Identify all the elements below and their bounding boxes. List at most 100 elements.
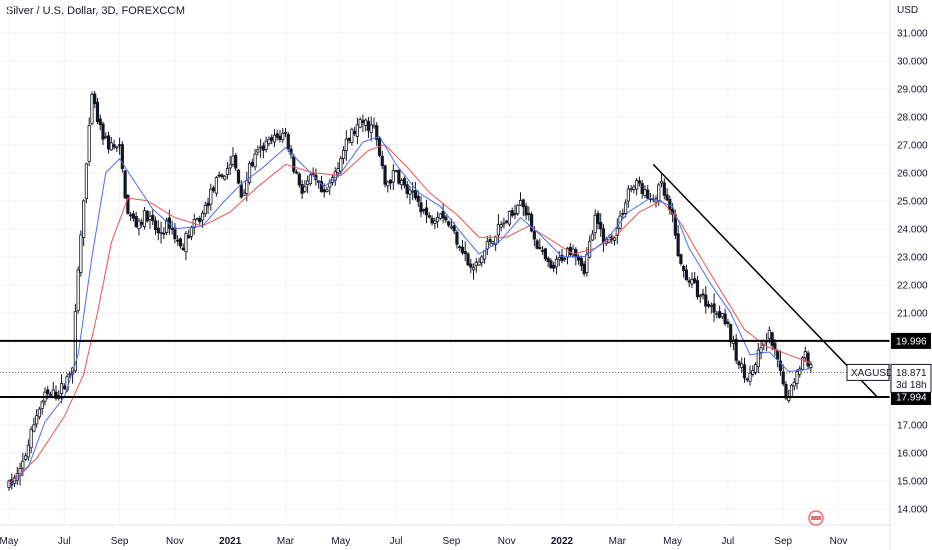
tag-bg: [891, 388, 931, 405]
last-price-value: 18.871: [896, 368, 927, 379]
support-price-tag: 17.994: [891, 388, 931, 405]
candle-body: [369, 124, 373, 133]
candle-body: [234, 154, 238, 169]
candle-body: [115, 146, 119, 149]
candle-body: [328, 182, 332, 188]
candle-body: [236, 169, 241, 184]
y-tick-label: 27.000: [897, 140, 928, 151]
ema-fast-line: [8, 135, 811, 487]
tag-value: 19.996: [896, 336, 927, 347]
candle-body: [200, 212, 205, 221]
candle-body: [106, 135, 111, 150]
y-tick-label: 30.000: [897, 56, 928, 67]
candle-body: [637, 180, 642, 184]
candle-body: [693, 278, 697, 283]
candle-body: [151, 214, 155, 222]
candle-body: [261, 145, 265, 151]
x-tick-label: Mar: [277, 536, 295, 547]
candle-body: [435, 217, 440, 222]
candle-body: [690, 279, 694, 285]
candle-body: [209, 188, 213, 205]
candle-body: [40, 401, 44, 409]
candle-body: [458, 246, 462, 249]
candle-body: [214, 177, 218, 194]
y-tick-label: 31.000: [897, 28, 928, 39]
candle-body: [380, 155, 384, 167]
candle-body: [430, 217, 434, 224]
candle-body: [35, 415, 39, 425]
candle-body: [433, 220, 437, 224]
candle-body: [726, 321, 730, 325]
candle-body: [778, 360, 783, 371]
candle-body: [753, 363, 758, 373]
candle-body: [361, 120, 365, 124]
candle-body: [770, 332, 774, 346]
candle-body: [253, 153, 257, 168]
candle-body: [347, 138, 351, 141]
candle-body: [278, 135, 282, 141]
candle-body: [560, 254, 564, 262]
candle-body: [505, 220, 509, 223]
y-tick-label: 25.000: [897, 196, 928, 207]
candle-body: [101, 123, 105, 140]
candle-body: [488, 239, 492, 242]
candle-body: [220, 174, 224, 178]
candle-body: [687, 280, 691, 283]
candle-body: [496, 224, 501, 236]
y-tick-label: 28.000: [897, 112, 928, 123]
candle-body: [308, 174, 312, 185]
candle-body: [720, 313, 724, 318]
candle-body: [582, 263, 586, 275]
x-tick-label: Jul: [58, 536, 71, 547]
candle-body: [789, 384, 794, 398]
candle-body: [615, 227, 619, 236]
price-axis: 31.000 30.000 29.000 28.000 27.000 26.000 25.0…: [897, 28, 928, 515]
candle-body: [767, 329, 771, 340]
candle-body: [344, 138, 348, 151]
candle-body: [109, 142, 113, 151]
symbol-label: XAGUSD: [851, 368, 893, 379]
x-tick-label: Sep: [774, 536, 792, 547]
resistance-price-tag: 19.996: [891, 332, 931, 349]
y-tick-label: 24.000: [897, 224, 928, 235]
candle-body: [297, 173, 301, 186]
candle-body: [131, 213, 136, 219]
chart-title: Silver / U.S. Dollar, 3D, FOREXCOM: [6, 5, 186, 17]
grid: [0, 0, 895, 525]
candle-body: [159, 231, 163, 234]
candle-body: [734, 339, 738, 361]
candle-body: [187, 235, 191, 239]
candle-body: [195, 218, 199, 221]
candle-body: [142, 210, 147, 228]
drawings: [0, 163, 890, 398]
candle-body: [118, 144, 122, 147]
candle-body: [51, 389, 55, 397]
candle-body: [632, 186, 636, 190]
candle-body: [153, 220, 158, 230]
candle-body: [449, 226, 454, 229]
candle-body: [123, 170, 127, 199]
candle-body: [37, 408, 42, 418]
candle-body: [756, 349, 760, 367]
candles: [7, 90, 813, 491]
candle-body: [408, 189, 412, 195]
candle-body: [375, 125, 379, 140]
candle-body: [712, 303, 716, 313]
candle-body: [665, 194, 669, 201]
candle-body: [546, 257, 550, 262]
moving-averages: [8, 135, 812, 487]
candle-body: [629, 188, 633, 191]
candle-body: [170, 228, 174, 230]
candle-body: [250, 161, 254, 167]
candle-body: [303, 186, 307, 192]
candle-body: [355, 124, 359, 137]
candle-body: [695, 280, 700, 298]
candle-body: [383, 165, 387, 185]
candle-body: [499, 224, 503, 228]
candle-body: [29, 428, 33, 449]
candle-body: [709, 305, 713, 308]
candle-body: [264, 140, 268, 150]
x-tick-label: Jul: [390, 536, 403, 547]
